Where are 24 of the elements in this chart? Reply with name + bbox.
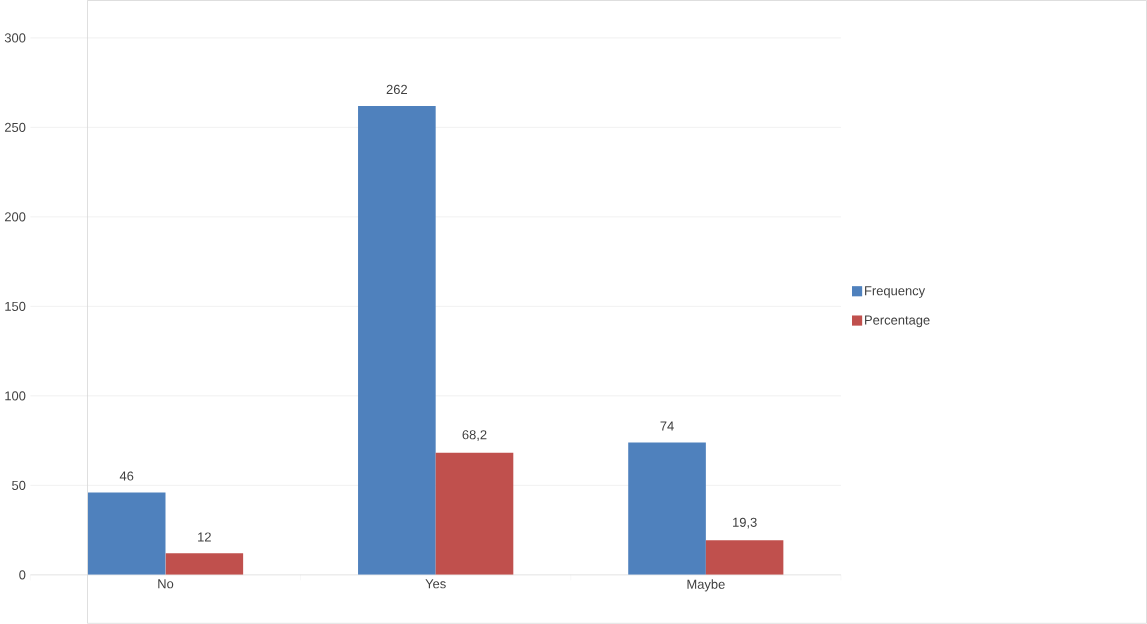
y-tick-label: 150 xyxy=(5,301,26,312)
data-label: 262 xyxy=(386,84,407,95)
y-tick-label: 200 xyxy=(4,212,26,222)
x-tick-label: Yes xyxy=(425,579,446,589)
data-label: 19,3 xyxy=(733,517,757,529)
y-tick-label: 100 xyxy=(5,391,26,401)
bar xyxy=(165,553,244,575)
x-tick-label: Maybe xyxy=(687,579,725,592)
y-tick-label: 0 xyxy=(19,570,26,580)
y-tick-label: 250 xyxy=(4,122,26,133)
bar xyxy=(435,452,514,575)
legend-label: Frequency xyxy=(865,286,926,298)
data-label: 46 xyxy=(119,471,134,481)
legend-label: Percentage xyxy=(865,315,930,328)
bar xyxy=(628,442,706,575)
data-label: 74 xyxy=(660,421,674,431)
data-label: 12 xyxy=(198,532,211,542)
y-tick-label: 300 xyxy=(4,33,26,43)
bar xyxy=(358,105,436,575)
bar xyxy=(705,540,784,575)
y-tick-label: 50 xyxy=(12,480,26,491)
data-label: 68,2 xyxy=(462,430,487,441)
x-tick-label: No xyxy=(158,579,174,589)
bar xyxy=(87,492,166,575)
